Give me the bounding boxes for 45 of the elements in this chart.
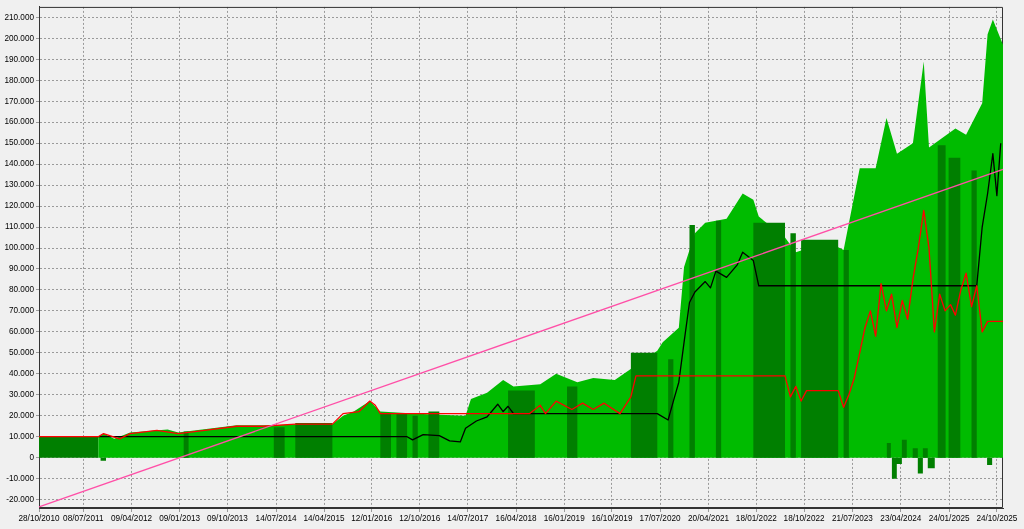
x-tick-label: 18/01/2022	[735, 514, 778, 524]
y-tick-label: 30.000	[8, 390, 35, 400]
x-tick-label: 12/01/2016	[351, 514, 393, 524]
y-tick-label: 10.000	[8, 431, 35, 441]
x-tick-label: 20/04/2021	[688, 514, 730, 524]
x-tick-label: 17/07/2020	[639, 514, 682, 524]
y-tick-label: 0	[29, 452, 35, 462]
x-tick-label: 09/10/2013	[206, 514, 249, 524]
y-tick-label: -10.000	[6, 473, 35, 483]
x-tick-label: 23/04/2024	[880, 514, 922, 524]
y-tick-label: 120.000	[4, 201, 35, 211]
y-tick-label: 60.000	[8, 327, 35, 337]
y-tick-label: 110.000	[5, 222, 35, 232]
x-tick-label: 21/07/2023	[831, 514, 874, 524]
x-tick-label: 16/10/2019	[591, 514, 633, 524]
x-tick-label: 28/10/2010	[18, 514, 60, 524]
y-tick-label: 200.000	[4, 33, 35, 43]
y-tick-label: 20.000	[8, 411, 35, 421]
y-tick-label: 100.000	[4, 243, 35, 253]
y-tick-label: -20.000	[6, 494, 35, 504]
y-tick-label: 210.000	[4, 12, 35, 22]
y-tick-label: 180.000	[4, 75, 35, 85]
y-tick-label: 70.000	[8, 306, 35, 316]
y-tick-label: 90.000	[8, 264, 35, 274]
y-tick-label: 50.000	[8, 348, 35, 358]
x-tick-label: 16/01/2019	[543, 514, 586, 524]
x-tick-label: 16/04/2018	[495, 514, 538, 524]
x-tick-label: 18/10/2022	[783, 514, 826, 524]
y-tick-label: 160.000	[4, 117, 35, 127]
y-tick-label: 190.000	[4, 54, 35, 64]
x-tick-label: 24/01/2025	[928, 514, 971, 524]
y-tick-label: 130.000	[4, 180, 35, 190]
x-tick-label: 14/07/2014	[255, 514, 297, 524]
x-tick-label: 12/10/2016	[399, 514, 441, 524]
x-tick-label: 14/07/2017	[447, 514, 489, 524]
y-tick-label: 150.000	[4, 138, 35, 148]
x-tick-label: 08/07/2011	[63, 514, 104, 524]
y-tick-label: 170.000	[4, 96, 35, 106]
y-tick-label: 80.000	[8, 285, 35, 295]
x-tick-label: 24/10/2025	[976, 514, 1018, 524]
y-tick-label: 40.000	[8, 369, 35, 379]
y-tick-label: 140.000	[4, 159, 35, 169]
x-tick-label: 14/04/2015	[303, 514, 345, 524]
x-tick-label: 09/01/2013	[159, 514, 201, 524]
x-tick-label: 09/04/2012	[111, 514, 153, 524]
